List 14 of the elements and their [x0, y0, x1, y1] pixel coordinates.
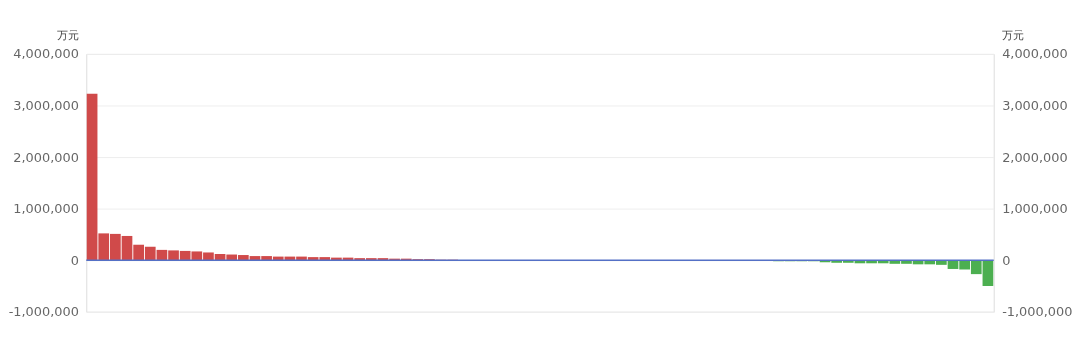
y-tick-label: 3,000,000 — [13, 97, 79, 113]
y-tick-label: 4,000,000 — [13, 46, 79, 62]
y-axis-title: 万元 — [56, 28, 79, 42]
y2-tick-label: 4,000,000 — [1002, 46, 1068, 62]
y-tick-label: 0 — [70, 252, 79, 268]
y2-tick-label: -1,000,000 — [1002, 304, 1073, 320]
y2-tick-label: 1,000,000 — [1002, 201, 1068, 217]
y-tick-label: 2,000,000 — [13, 149, 79, 165]
y2-tick-label: 0 — [1002, 252, 1011, 268]
y-tick-label: -1,000,000 — [8, 304, 79, 320]
y2-axis-title: 万元 — [1002, 28, 1025, 42]
y-tick-label: 1,000,000 — [13, 201, 79, 217]
y2-tick-label: 3,000,000 — [1002, 97, 1068, 113]
y2-tick-label: 2,000,000 — [1002, 149, 1068, 165]
